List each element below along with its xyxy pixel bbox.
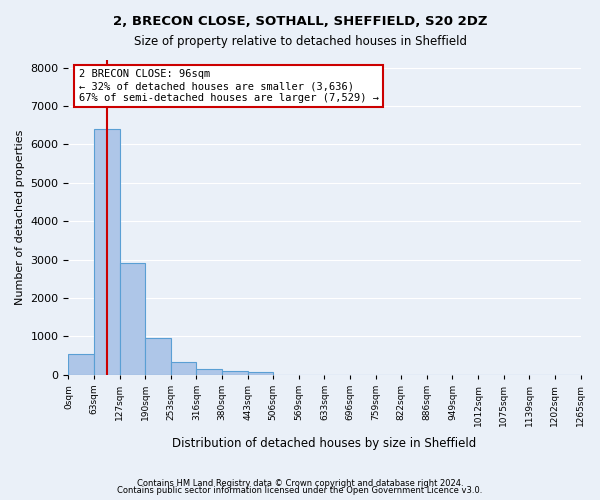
Bar	[222, 371, 248, 374]
Text: 2 BRECON CLOSE: 96sqm
← 32% of detached houses are smaller (3,636)
67% of semi-d: 2 BRECON CLOSE: 96sqm ← 32% of detached …	[79, 70, 379, 102]
Bar	[171, 362, 196, 374]
Bar	[145, 338, 171, 374]
Bar	[68, 354, 94, 374]
Text: Contains public sector information licensed under the Open Government Licence v3: Contains public sector information licen…	[118, 486, 482, 495]
Bar	[119, 262, 145, 374]
Bar	[196, 369, 222, 374]
Y-axis label: Number of detached properties: Number of detached properties	[15, 130, 25, 305]
Text: Size of property relative to detached houses in Sheffield: Size of property relative to detached ho…	[133, 35, 467, 48]
Bar	[248, 372, 273, 374]
Bar	[94, 129, 119, 374]
Text: Contains HM Land Registry data © Crown copyright and database right 2024.: Contains HM Land Registry data © Crown c…	[137, 478, 463, 488]
X-axis label: Distribution of detached houses by size in Sheffield: Distribution of detached houses by size …	[172, 437, 476, 450]
Text: 2, BRECON CLOSE, SOTHALL, SHEFFIELD, S20 2DZ: 2, BRECON CLOSE, SOTHALL, SHEFFIELD, S20…	[113, 15, 487, 28]
